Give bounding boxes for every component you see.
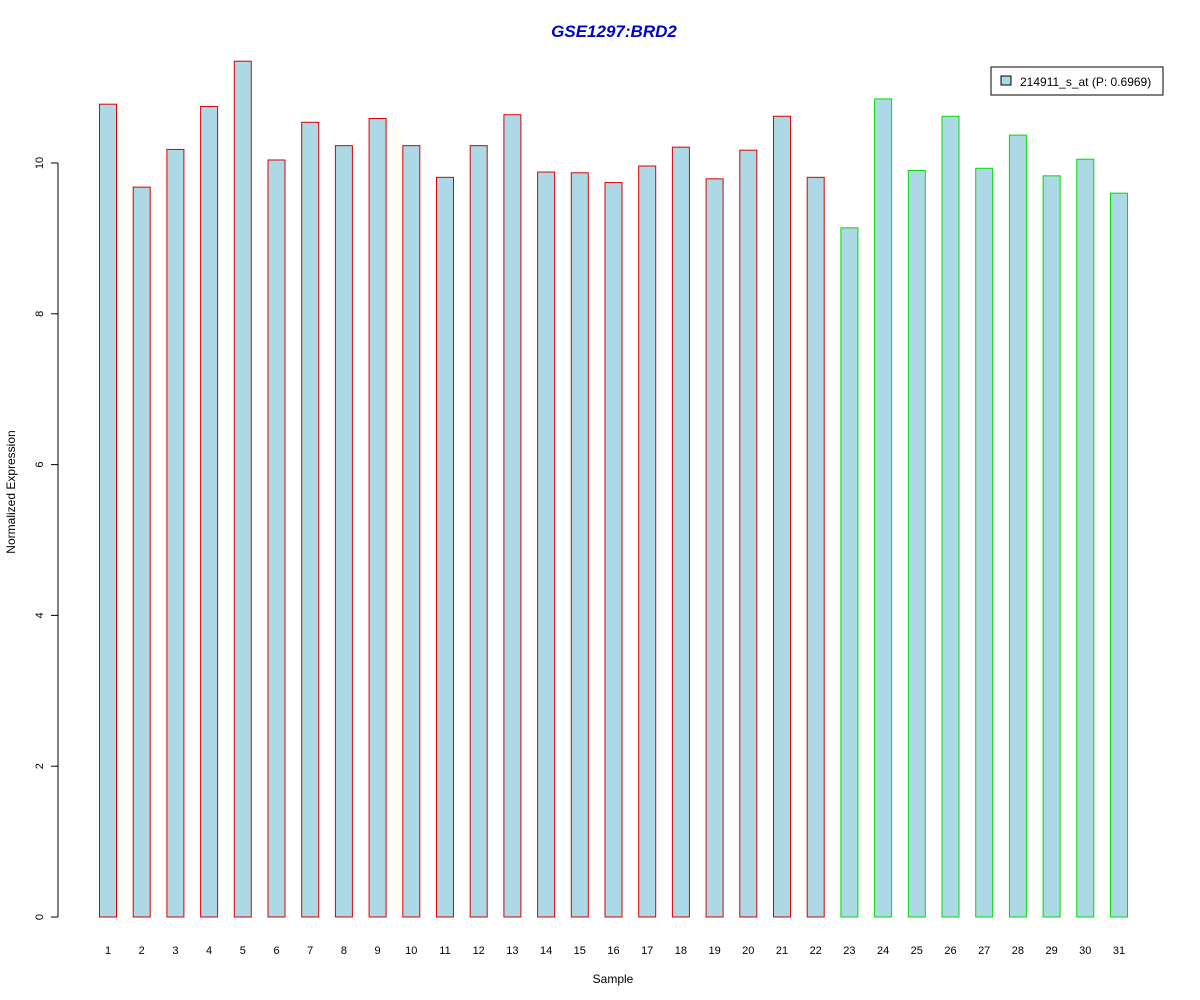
x-tick-label: 27 xyxy=(978,945,990,957)
y-tick-label: 2 xyxy=(34,763,46,769)
bar xyxy=(874,98,893,918)
bar xyxy=(200,105,219,918)
x-tick-label: 19 xyxy=(708,945,720,957)
bar xyxy=(941,115,960,918)
bar xyxy=(1076,158,1095,918)
bar xyxy=(1008,134,1027,918)
bar xyxy=(604,182,623,918)
bar xyxy=(739,149,758,918)
bar xyxy=(975,167,994,918)
x-tick-label: 11 xyxy=(439,945,450,957)
x-tick-label: 24 xyxy=(877,945,889,957)
y-tick-label: 10 xyxy=(34,157,46,169)
x-tick-label: 6 xyxy=(273,945,279,957)
x-tick-label: 17 xyxy=(641,945,653,957)
legend-box xyxy=(990,66,1164,96)
x-tick-label: 1 xyxy=(105,945,111,957)
y-tick-label: 4 xyxy=(34,612,46,618)
x-tick-label: 26 xyxy=(944,945,956,957)
x-tick-label: 23 xyxy=(843,945,855,957)
legend: 214911_s_at (P: 0.6969) xyxy=(990,66,1164,96)
x-tick-label: 12 xyxy=(473,945,485,957)
x-tick-label: 7 xyxy=(307,945,313,957)
x-tick-label: 9 xyxy=(375,945,381,957)
x-tick-label: 18 xyxy=(675,945,687,957)
bar xyxy=(267,159,286,918)
x-tick-label: 20 xyxy=(742,945,754,957)
x-tick-label: 15 xyxy=(574,945,586,957)
x-tick-label: 25 xyxy=(911,945,923,957)
x-tick-label: 2 xyxy=(139,945,145,957)
x-tick-labels: 1 2 3 4 5 6 7 8 9 10 11 12 13 14 15 16 17 18 19 20 21 22 23 24 2… xyxy=(105,945,1125,957)
x-tick-label: 4 xyxy=(206,945,212,957)
x-tick-label: 5 xyxy=(240,945,246,957)
x-axis-label: Sample xyxy=(593,972,634,986)
bar xyxy=(132,186,151,918)
bar xyxy=(166,148,185,918)
bar xyxy=(301,121,320,918)
chart-title: GSE1297:BRD2 xyxy=(551,22,677,41)
bar xyxy=(436,176,454,918)
bar xyxy=(806,176,825,918)
x-tick-label: 8 xyxy=(341,945,347,957)
bar xyxy=(402,145,421,918)
bar xyxy=(503,114,522,918)
x-tick-label: 10 xyxy=(405,945,417,957)
x-tick-label: 13 xyxy=(506,945,518,957)
y-tick-label: 6 xyxy=(34,462,46,468)
bar xyxy=(469,145,488,918)
bar xyxy=(570,172,589,918)
y-axis-label: Normalized Expression xyxy=(4,430,18,553)
x-tick-label: 30 xyxy=(1079,945,1091,957)
y-tick-label: 0 xyxy=(34,914,46,920)
x-tick-label: 31 xyxy=(1113,945,1125,957)
bar xyxy=(537,171,556,918)
y-axis: 0 2 4 6 8 10 xyxy=(34,157,59,920)
legend-label: 214911_s_at (P: 0.6969) xyxy=(1020,75,1151,89)
bars xyxy=(99,60,1128,918)
bar xyxy=(773,115,791,918)
x-tick-label: 29 xyxy=(1045,945,1057,957)
y-tick-label: 8 xyxy=(34,311,46,317)
legend-swatch xyxy=(1000,75,1012,86)
bar xyxy=(233,60,252,918)
bar xyxy=(368,118,387,918)
bar xyxy=(334,145,353,918)
bar xyxy=(99,103,117,918)
bar xyxy=(638,165,657,918)
bar xyxy=(840,227,859,918)
bar xyxy=(1042,175,1061,918)
bar xyxy=(1110,192,1128,918)
bar xyxy=(671,146,690,918)
x-tick-label: 3 xyxy=(172,945,178,957)
x-tick-label: 16 xyxy=(607,945,619,957)
x-tick-label: 22 xyxy=(810,945,822,957)
bar xyxy=(705,178,724,918)
x-tick-label: 14 xyxy=(540,945,552,957)
bar xyxy=(907,170,926,918)
x-tick-label: 28 xyxy=(1012,945,1024,957)
x-tick-label: 21 xyxy=(776,945,788,957)
